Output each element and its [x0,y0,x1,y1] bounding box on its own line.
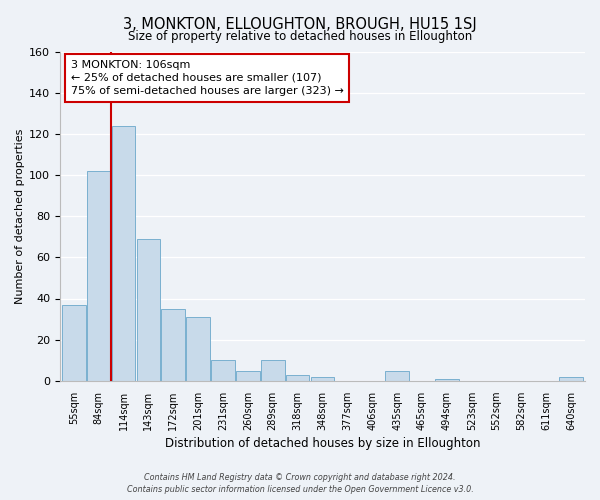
Bar [236,370,260,381]
Bar [261,360,284,381]
Y-axis label: Number of detached properties: Number of detached properties [15,128,25,304]
Bar [62,304,86,381]
Bar [112,126,135,381]
Bar [137,239,160,381]
Text: Size of property relative to detached houses in Elloughton: Size of property relative to detached ho… [128,30,472,43]
Text: 3 MONKTON: 106sqm
← 25% of detached houses are smaller (107)
75% of semi-detache: 3 MONKTON: 106sqm ← 25% of detached hous… [71,60,343,96]
Bar [559,376,583,381]
Bar [435,379,459,381]
Bar [311,376,334,381]
X-axis label: Distribution of detached houses by size in Elloughton: Distribution of detached houses by size … [165,437,480,450]
Bar [385,370,409,381]
Bar [186,317,210,381]
Text: 3, MONKTON, ELLOUGHTON, BROUGH, HU15 1SJ: 3, MONKTON, ELLOUGHTON, BROUGH, HU15 1SJ [123,18,477,32]
Bar [211,360,235,381]
Text: Contains HM Land Registry data © Crown copyright and database right 2024.
Contai: Contains HM Land Registry data © Crown c… [127,472,473,494]
Bar [286,374,310,381]
Bar [161,309,185,381]
Bar [87,171,110,381]
